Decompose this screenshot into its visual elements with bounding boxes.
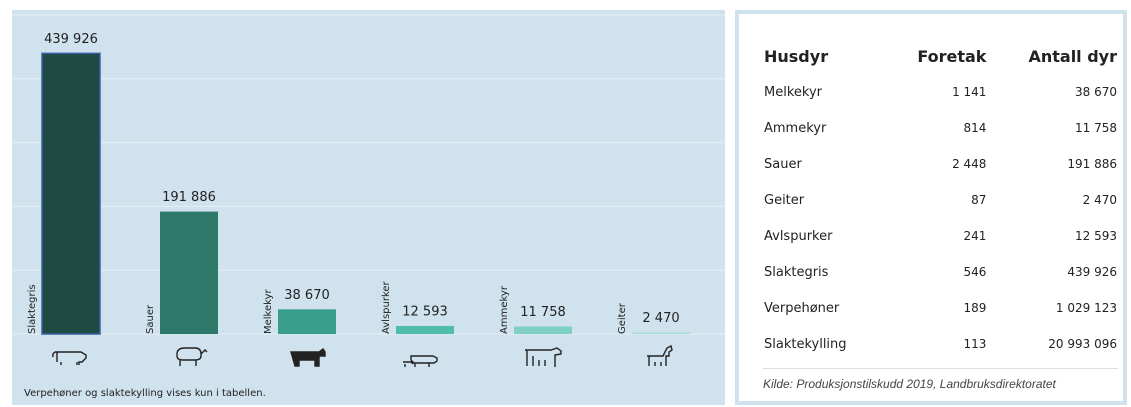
table-cell: 38 670: [1075, 85, 1117, 99]
chart: 439 926 Slaktegris 191 886 Sauer 38 670 Melke…: [12, 10, 725, 405]
table-row: Melkekyr 1 141 38 670: [763, 74, 1118, 110]
table-cell: 546: [963, 265, 987, 279]
bar: [396, 325, 454, 334]
table-cell: Geiter: [764, 192, 805, 208]
category-label: Sauer: [145, 304, 156, 334]
column-header: Foretak: [917, 46, 987, 66]
table-header: Husdyr Foretak Antall dyr: [763, 38, 1118, 74]
table-row: Geiter 87 2 470: [763, 182, 1118, 218]
table-cell: Avlspurker: [764, 228, 833, 244]
animal-icon: [52, 351, 87, 365]
category-label: Slaktegris: [27, 284, 38, 334]
column-header: Antall dyr: [1028, 46, 1117, 66]
table-row: Slaktekylling 113 20 993 096: [763, 326, 1118, 362]
column-header: Husdyr: [764, 46, 829, 66]
table-cell: 189: [963, 301, 987, 315]
table-cell: 1 029 123: [1055, 301, 1117, 315]
table-cell: Ammekyr: [764, 120, 827, 136]
table-row: Slaktegris 546 439 926: [763, 254, 1118, 290]
table-cell: 113: [963, 337, 987, 351]
icons: [52, 344, 673, 367]
table-cell: Melkekyr: [764, 84, 822, 100]
animal-icon: [290, 347, 326, 367]
table-cell: Verpehøner: [764, 300, 840, 316]
table-cell: 20 993 096: [1048, 337, 1117, 351]
chart-background: [12, 10, 725, 405]
table-body: Melkekyr 1 141 38 670 Ammekyr 814 11 758 Sauer…: [763, 74, 1118, 362]
bar: [160, 211, 218, 334]
bar: [632, 332, 690, 334]
category-label: Ammekyr: [499, 285, 510, 334]
table-cell: 11 758: [1075, 121, 1117, 135]
animal-icon: [525, 347, 562, 367]
grid: [12, 14, 725, 335]
table: Husdyr Foretak Antall dyr Melkekyr 1 141 38 …: [763, 38, 1118, 362]
bars: 439 926 Slaktegris 191 886 Sauer 38 670 Melke…: [27, 32, 690, 335]
table-cell: 439 926: [1067, 265, 1117, 279]
table-row: Avlspurker 241 12 593: [763, 218, 1118, 254]
table-cell: Slaktekylling: [764, 336, 847, 352]
table-panel: Husdyr Foretak Antall dyr Melkekyr 1 141 38 …: [735, 10, 1127, 405]
table-row: Sauer 2 448 191 886: [763, 146, 1118, 182]
table-cell: 2 470: [1082, 193, 1117, 207]
bar: [278, 309, 336, 334]
table-row: Ammekyr 814 11 758: [763, 110, 1118, 146]
table-cell: 12 593: [1075, 229, 1117, 243]
table-cell: Slaktegris: [764, 264, 829, 280]
source: Kilde: Produksjonstilskudd 2019, Landbru…: [763, 368, 1118, 391]
value-label: 439 926: [44, 32, 98, 47]
value-label: 191 886: [162, 190, 216, 205]
chart-note: Verpehøner og slaktekylling vises kun i …: [24, 388, 266, 399]
value-label: 11 758: [520, 305, 566, 320]
value-label: 38 670: [284, 288, 330, 303]
animal-icon: [176, 347, 208, 366]
table-row: Verpehøner 189 1 029 123: [763, 290, 1118, 326]
table-cell: 87: [971, 193, 987, 207]
animal-icon: [403, 355, 438, 367]
table-cell: 1 141: [952, 85, 987, 99]
category-label: Melkekyr: [263, 289, 274, 334]
table-cell: 814: [963, 121, 987, 135]
value-label: 12 593: [402, 304, 448, 319]
category-label: Geiter: [617, 302, 628, 334]
animal-icon: [647, 344, 673, 366]
bar: [41, 52, 101, 335]
table-cell: 2 448: [952, 157, 987, 171]
table-cell: 191 886: [1067, 157, 1117, 171]
table-cell: 241: [963, 229, 987, 243]
table-card: Husdyr Foretak Antall dyr Melkekyr 1 141 38 …: [739, 14, 1123, 401]
value-label: 2 470: [642, 311, 679, 326]
table-cell: Sauer: [764, 156, 802, 172]
bar: [514, 326, 572, 334]
category-label: Avlspurker: [381, 280, 392, 334]
